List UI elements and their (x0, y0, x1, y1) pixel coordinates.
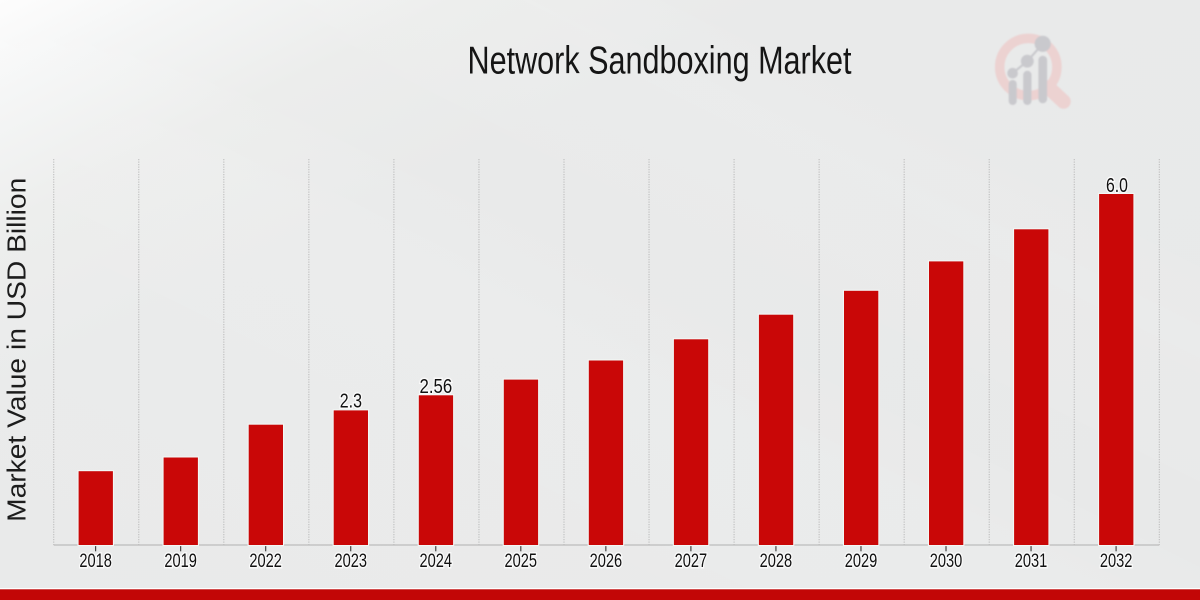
svg-text:2025: 2025 (505, 549, 538, 572)
svg-text:2.3: 2.3 (340, 389, 362, 412)
svg-text:2019: 2019 (164, 549, 197, 572)
svg-text:2023: 2023 (334, 549, 367, 572)
svg-text:2030: 2030 (930, 549, 963, 572)
svg-text:2031: 2031 (1015, 549, 1048, 572)
svg-text:2026: 2026 (590, 549, 623, 572)
svg-text:2022: 2022 (249, 549, 282, 572)
svg-text:2.56: 2.56 (420, 374, 453, 397)
svg-text:2018: 2018 (79, 549, 112, 572)
svg-text:Market Value in USD Billion: Market Value in USD Billion (2, 178, 32, 522)
svg-text:2027: 2027 (675, 549, 708, 572)
svg-text:2029: 2029 (845, 549, 878, 572)
svg-text:2028: 2028 (760, 549, 793, 572)
svg-text:6.0: 6.0 (1106, 173, 1128, 197)
svg-text:Network Sandboxing Market: Network Sandboxing Market (468, 39, 852, 82)
svg-text:2032: 2032 (1100, 549, 1133, 572)
svg-text:2024: 2024 (420, 549, 453, 572)
